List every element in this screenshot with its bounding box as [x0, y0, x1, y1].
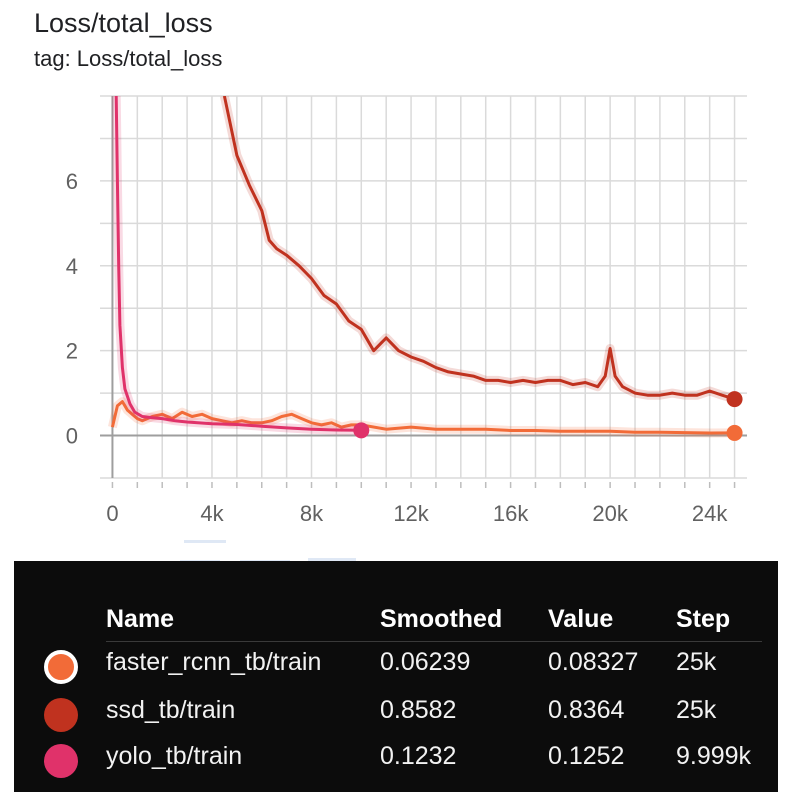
- x-tick-label: 24k: [692, 501, 728, 526]
- series-line-yolo-tb-train: [114, 96, 362, 432]
- series-color-dot: [44, 698, 78, 732]
- header-smoothed: Smoothed: [380, 605, 503, 633]
- row-name: ssd_tb/train: [106, 696, 236, 724]
- series-endpoint-marker: [353, 422, 370, 439]
- tick-labels: 0 4k 8k 12k 16k 20k 24k 0 2 4 6: [66, 169, 729, 526]
- x-tick-label: 0: [106, 501, 118, 526]
- chart-title: Loss/total_loss: [34, 8, 213, 38]
- x-tick-label: 16k: [493, 501, 529, 526]
- series-color-dot: [44, 650, 78, 684]
- row-name: faster_rcnn_tb/train: [106, 648, 322, 676]
- x-tick-label: 4k: [200, 501, 224, 526]
- series-endpoints: [353, 391, 743, 441]
- row-value: 0.08327: [548, 648, 639, 676]
- x-tick-label: 12k: [393, 501, 429, 526]
- y-tick-label: 2: [66, 339, 78, 364]
- y-tick-label: 6: [66, 169, 78, 194]
- loss-line-chart[interactable]: 0 4k 8k 12k 16k 20k 24k 0 2 4 6: [0, 0, 794, 540]
- row-value: 0.1252: [548, 742, 625, 770]
- row-step: 9.999k: [676, 742, 752, 770]
- header-step: Step: [676, 605, 731, 633]
- row-step: 25k: [676, 696, 717, 724]
- y-tick-label: 0: [66, 424, 78, 449]
- grid-lines: [100, 95, 747, 479]
- series-line-faster-rcnn-tb-train: [110, 400, 735, 435]
- header-divider: [106, 641, 762, 642]
- tooltip-row-faster-rcnn: faster_rcnn_tb/train 0.06239 0.08327 25k: [14, 648, 778, 694]
- series-endpoint-marker: [726, 424, 743, 441]
- series-endpoint-marker: [726, 391, 743, 408]
- series-layer: [108, 96, 736, 438]
- header-value: Value: [548, 605, 614, 633]
- axes: [100, 96, 747, 488]
- chart-tag: tag: Loss/total_loss: [34, 46, 223, 71]
- row-smoothed: 0.06239: [380, 648, 471, 676]
- series-raw-band: [219, 96, 736, 404]
- tooltip-row-ssd: ssd_tb/train 0.8582 0.8364 25k: [14, 696, 778, 742]
- y-tick-label: 4: [66, 254, 78, 279]
- row-smoothed: 0.1232: [380, 742, 457, 770]
- series-tooltip: Name Smoothed Value Step faster_rcnn_tb/…: [14, 561, 778, 792]
- series-line-ssd-tb-train: [222, 96, 736, 401]
- tooltip-row-yolo: yolo_tb/train 0.1232 0.1252 9.999k: [14, 742, 778, 788]
- row-step: 25k: [676, 648, 717, 676]
- row-value: 0.8364: [548, 696, 625, 724]
- x-tick-label: 20k: [592, 501, 628, 526]
- header-name: Name: [106, 605, 175, 633]
- row-name: yolo_tb/train: [106, 742, 243, 770]
- series-color-dot: [44, 744, 78, 778]
- row-smoothed: 0.8582: [380, 696, 457, 724]
- x-tick-label: 8k: [300, 501, 324, 526]
